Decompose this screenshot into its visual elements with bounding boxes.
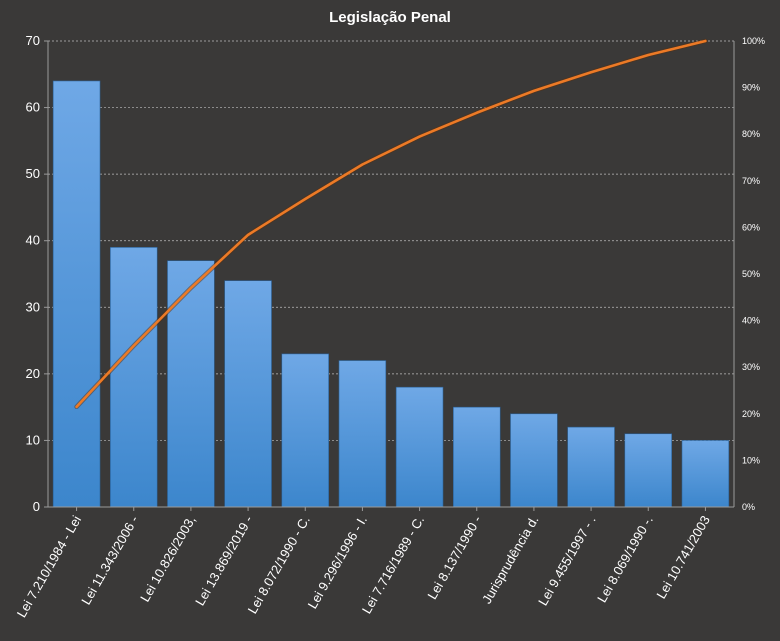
y2-tick-label: 30% <box>742 362 760 372</box>
chart-title: Legislação Penal <box>329 9 451 26</box>
y2-tick-label: 0% <box>742 502 755 512</box>
y-tick-label: 10 <box>26 432 40 447</box>
bar <box>52 80 101 508</box>
y-tick-label: 70 <box>26 33 40 48</box>
x-tick-label: Lei 9.296/1996 - I. <box>305 513 370 611</box>
x-tick-label: Lei 7.210/1984 - Lei <box>14 513 85 620</box>
bar <box>624 433 672 508</box>
x-tick-label: Lei 11.343/2006 - <box>78 513 141 607</box>
bar <box>281 353 329 508</box>
bar <box>395 386 444 508</box>
x-tick-label: Lei 8.069/1990 -. <box>594 513 656 605</box>
y2-tick-label: 100% <box>742 36 765 46</box>
x-tick-label: Lei 7.716/1989 - C. <box>359 513 427 616</box>
y-tick-label: 0 <box>33 499 40 514</box>
y2-tick-label: 10% <box>742 455 760 465</box>
y2-tick-label: 40% <box>742 316 760 326</box>
y-tick-label: 40 <box>26 233 40 248</box>
y-tick-label: 60 <box>26 100 40 115</box>
bar <box>681 440 730 508</box>
y2-tick-label: 20% <box>742 409 760 419</box>
y-tick-label: 30 <box>26 299 40 314</box>
bar <box>567 426 615 508</box>
bar <box>224 280 272 508</box>
x-tick-label: Lei 9.455/1997 - . <box>535 513 599 608</box>
y2-tick-label: 50% <box>742 269 760 279</box>
y-tick-label: 50 <box>26 166 40 181</box>
y2-tick-label: 80% <box>742 129 760 139</box>
y2-tick-label: 60% <box>742 222 760 232</box>
y2-tick-label: 70% <box>742 176 760 186</box>
x-tick-label: Lei 10.741/2003 <box>653 513 713 601</box>
x-tick-label: Lei 8.072/1990 - C. <box>245 513 313 616</box>
y-tick-label: 20 <box>26 366 40 381</box>
x-tick-label: Jurisprudência d. <box>479 513 541 606</box>
bar <box>110 247 158 508</box>
x-tick-label: Lei 10.826/2003, <box>137 513 198 604</box>
x-tick-label: Lei 8.137/1990 - <box>424 513 484 602</box>
bar <box>453 406 501 508</box>
bar <box>167 260 215 508</box>
bar <box>510 413 558 508</box>
x-tick-label: Lei 13.869/2019 - <box>192 513 256 608</box>
bar <box>338 360 387 508</box>
y2-tick-label: 90% <box>742 83 760 93</box>
cumulative-line <box>75 39 707 409</box>
